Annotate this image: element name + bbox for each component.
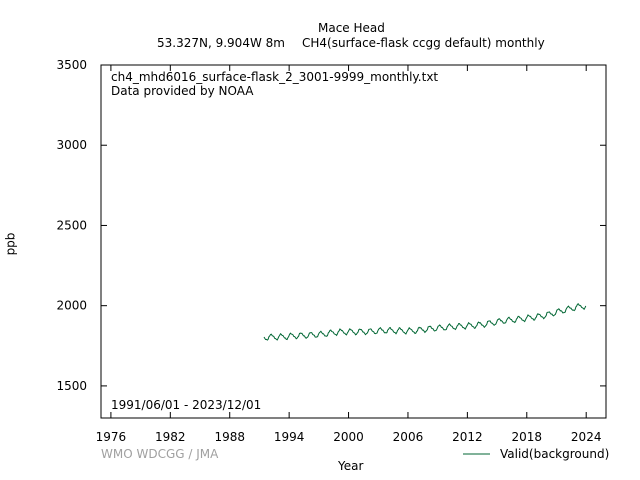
data-period: 1991/06/01 - 2023/12/01 bbox=[111, 398, 262, 412]
station-location: 53.327N, 9.904W 8m bbox=[157, 36, 285, 50]
y-tick-label-2000: 2000 bbox=[56, 299, 87, 313]
axis-ticks bbox=[101, 64, 606, 418]
parameter-label: CH4(surface-flask ccgg default) monthly bbox=[302, 36, 545, 50]
y-tick-label-3000: 3000 bbox=[56, 138, 87, 152]
x-tick-label-1982: 1982 bbox=[155, 430, 186, 444]
chart-title: Mace Head bbox=[318, 21, 385, 35]
x-axis-label: Year bbox=[338, 459, 364, 473]
x-tick-label-2024: 2024 bbox=[571, 430, 602, 444]
x-tick-label-2006: 2006 bbox=[393, 430, 424, 444]
x-tick-label-1988: 1988 bbox=[214, 430, 245, 444]
wdcgg-credit: WMO WDCGG / JMA bbox=[101, 447, 219, 461]
x-tick-label-2018: 2018 bbox=[512, 430, 543, 444]
x-tick-label-2000: 2000 bbox=[333, 430, 364, 444]
data-filename: ch4_mhd6016_surface-flask_2_3001-9999_mo… bbox=[111, 70, 439, 84]
series-valid-background-line bbox=[263, 303, 587, 341]
plot-frame bbox=[100, 64, 607, 419]
x-tick-label-1976: 1976 bbox=[96, 430, 127, 444]
axis-tick-labels: 1976 1982 1988 1994 2000 2006 2012 2018 2024 1500… bbox=[56, 58, 601, 444]
x-tick-label-2012: 2012 bbox=[452, 430, 483, 444]
data-provider: Data provided by NOAA bbox=[111, 84, 254, 98]
x-tick-label-1994: 1994 bbox=[274, 430, 305, 444]
y-tick-label-1500: 1500 bbox=[56, 379, 87, 393]
y-tick-label-2500: 2500 bbox=[56, 218, 87, 232]
y-tick-label-3500: 3500 bbox=[56, 58, 87, 72]
legend: Valid(background) bbox=[463, 447, 609, 461]
legend-label: Valid(background) bbox=[500, 447, 609, 461]
